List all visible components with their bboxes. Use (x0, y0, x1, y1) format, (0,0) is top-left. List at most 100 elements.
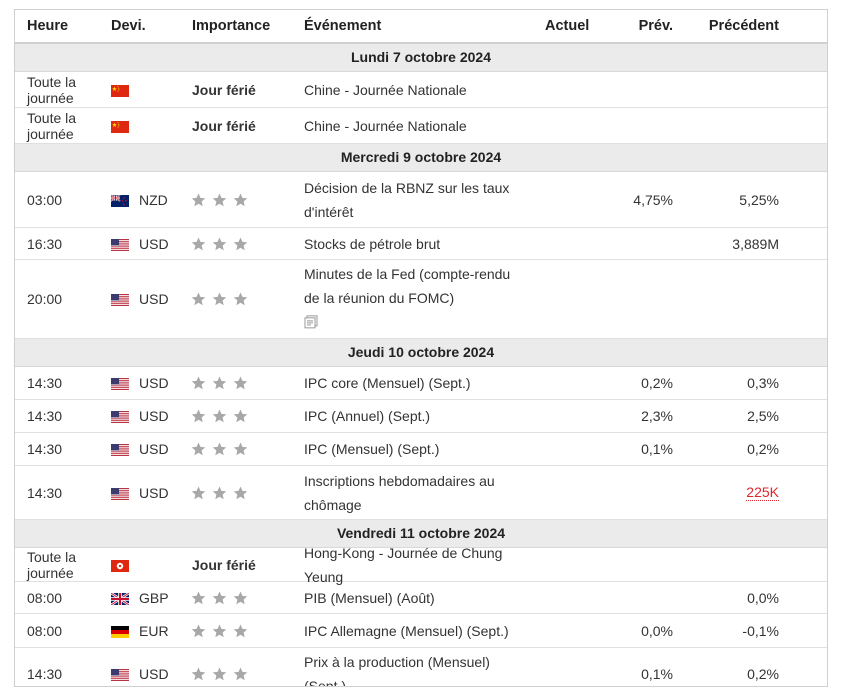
holiday-label: Jour férié (192, 81, 256, 98)
event-row[interactable]: 14:30 USD IPC (Annuel) (Sept.) 2,3% 2,5% (15, 400, 827, 433)
event-name-text[interactable]: PIB (Mensuel) (Août) (304, 589, 435, 606)
event-time: Toute la journée (27, 548, 77, 581)
event-row[interactable]: 14:30 USD IPC (Mensuel) (Sept.) 0,1% 0,2% (15, 433, 827, 466)
event-name-text[interactable]: Chine - Journée Nationale (304, 81, 467, 98)
header-time[interactable]: Heure (27, 18, 69, 34)
event-row[interactable]: Toute la journée Jour férié Chine - Journé… (15, 108, 827, 144)
star-icon (212, 485, 227, 500)
event-row[interactable]: Toute la journée Jour férié Chine - Journé… (15, 72, 827, 108)
event-currency: GBP (139, 589, 169, 606)
header-forecast[interactable]: Prév. (638, 18, 673, 34)
event-previous: 0,2% (747, 441, 779, 457)
event-name-text[interactable]: IPC (Mensuel) (Sept.) (304, 441, 440, 457)
event-currency: USD (139, 235, 169, 252)
event-previous[interactable]: 225K (746, 483, 779, 501)
importance-stars (191, 442, 248, 457)
star-icon (233, 409, 248, 424)
event-name[interactable]: Stocks de pétrole brut (304, 232, 524, 256)
document-icon[interactable] (304, 312, 318, 336)
star-icon (212, 292, 227, 307)
header-actual[interactable]: Actuel (545, 18, 590, 34)
event-name[interactable]: IPC (Annuel) (Sept.) (304, 404, 524, 428)
star-icon (191, 236, 206, 251)
event-previous: 5,25% (739, 191, 779, 208)
us-flag-icon (111, 487, 129, 500)
event-row[interactable]: 14:30 USD Prix à la production (Mensuel) (… (15, 648, 827, 687)
event-currency: USD (139, 484, 169, 501)
event-row[interactable]: 08:00 GBP PIB (Mensuel) (Août) 0,0% (15, 582, 827, 614)
event-name-text[interactable]: Prix à la production (Mensuel) (Sept.) (304, 654, 490, 687)
header-importance[interactable]: Importance (192, 18, 271, 34)
header-currency[interactable]: Devi. (111, 18, 146, 34)
header-event[interactable]: Événement (304, 18, 382, 34)
star-icon (212, 590, 227, 605)
event-name[interactable]: Minutes de la Fed (compte-rendu de la ré… (304, 262, 524, 336)
event-name[interactable]: Décision de la RBNZ sur les taux d'intér… (304, 176, 524, 224)
event-name-text[interactable]: Inscriptions hebdomadaires au chômage (304, 472, 495, 513)
importance-stars (191, 485, 248, 500)
importance-stars (191, 667, 248, 682)
event-name[interactable]: Chine - Journée Nationale (304, 78, 524, 102)
importance-stars (191, 409, 248, 424)
star-icon (233, 623, 248, 638)
star-icon (191, 590, 206, 605)
event-time: 14:30 (27, 484, 63, 501)
event-name-text[interactable]: IPC Allemagne (Mensuel) (Sept.) (304, 622, 509, 639)
event-row[interactable]: 14:30 USD IPC core (Mensuel) (Sept.) 0,2% 0,… (15, 367, 827, 400)
star-icon (212, 623, 227, 638)
star-icon (212, 409, 227, 424)
star-icon (233, 376, 248, 391)
event-previous: 2,5% (747, 408, 779, 424)
table-body: Lundi 7 octobre 2024 Toute la journée Jour… (15, 44, 827, 687)
event-time: 20:00 (27, 291, 63, 307)
event-row[interactable]: 16:30 USD Stocks de pétrole brut 3,889M (15, 228, 827, 260)
holiday-label: Jour férié (192, 117, 256, 134)
event-name-text[interactable]: Hong-Kong - Journée de Chung Yeung (304, 544, 503, 585)
event-name[interactable]: Inscriptions hebdomadaires au chômage (304, 469, 524, 517)
event-forecast: 0,1% (641, 441, 673, 457)
event-previous: 0,3% (747, 375, 779, 391)
event-row[interactable]: 20:00 USD Minutes de la Fed (compte-rendu … (15, 260, 827, 339)
star-icon (233, 442, 248, 457)
importance-stars (191, 292, 248, 307)
event-name-text[interactable]: Minutes de la Fed (compte-rendu de la ré… (304, 265, 511, 306)
event-forecast: 2,3% (641, 408, 673, 424)
us-flag-icon (111, 443, 129, 456)
event-name-text[interactable]: Chine - Journée Nationale (304, 117, 467, 134)
event-row[interactable]: 14:30 USD Inscriptions hebdomadaires au ch… (15, 466, 827, 520)
importance-stars (191, 192, 248, 207)
event-row[interactable]: Toute la journée Jour férié Hong-Kong - Jo… (15, 545, 827, 585)
star-icon (191, 292, 206, 307)
cn-flag-icon (111, 120, 129, 133)
event-row[interactable]: 03:00 NZD Décision de la RBNZ sur les taux… (15, 172, 827, 228)
event-name-text[interactable]: IPC core (Mensuel) (Sept.) (304, 375, 471, 391)
gb-flag-icon (110, 591, 130, 606)
star-icon (233, 292, 248, 307)
importance-stars (191, 590, 248, 605)
event-time: 08:00 (27, 622, 63, 639)
hk-flag-icon (111, 559, 129, 572)
event-forecast: 0,0% (641, 622, 673, 639)
event-name-text[interactable]: IPC (Annuel) (Sept.) (304, 408, 431, 424)
event-time: 08:00 (27, 589, 63, 606)
event-currency: EUR (139, 622, 169, 639)
de-flag-icon (111, 625, 129, 638)
event-name-text[interactable]: Décision de la RBNZ sur les taux d'intér… (304, 179, 510, 220)
event-row[interactable]: 08:00 EUR IPC Allemagne (Mensuel) (Sept.) 0… (15, 614, 827, 648)
event-name[interactable]: Hong-Kong - Journée de Chung Yeung (304, 541, 524, 589)
event-name[interactable]: IPC (Mensuel) (Sept.) (304, 437, 524, 461)
event-name[interactable]: Chine - Journée Nationale (304, 114, 524, 138)
day-header: Vendredi 11 octobre 2024 (15, 520, 827, 548)
star-icon (212, 667, 227, 682)
event-name[interactable]: PIB (Mensuel) (Août) (304, 586, 524, 610)
event-currency: USD (139, 375, 169, 391)
header-previous[interactable]: Précédent (708, 18, 779, 34)
event-currency: USD (139, 666, 169, 682)
event-name-text[interactable]: Stocks de pétrole brut (304, 235, 441, 252)
event-previous: 3,889M (732, 235, 779, 252)
event-name[interactable]: Prix à la production (Mensuel) (Sept.) (304, 650, 524, 687)
event-name[interactable]: IPC Allemagne (Mensuel) (Sept.) (304, 619, 524, 643)
event-currency: USD (139, 291, 169, 307)
event-name[interactable]: IPC core (Mensuel) (Sept.) (304, 371, 524, 395)
cn-flag-icon (111, 84, 129, 97)
